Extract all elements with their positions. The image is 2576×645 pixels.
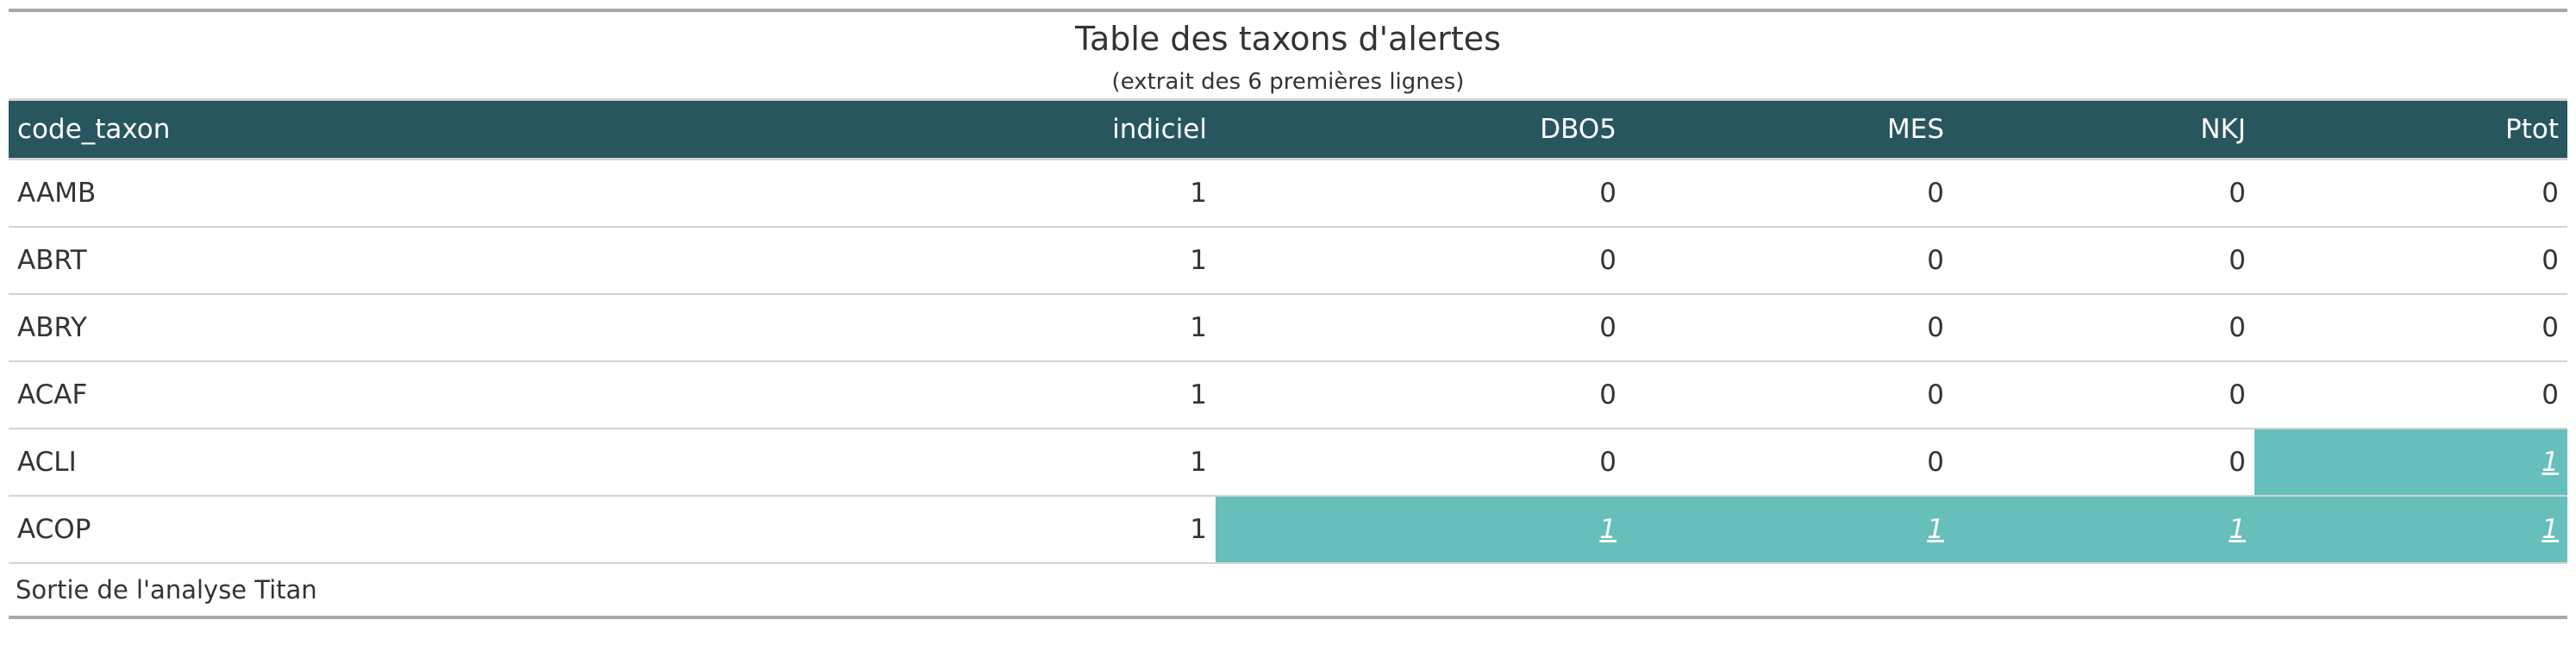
table-cell: 0 bbox=[2542, 177, 2559, 209]
source-note: Sortie de l'analyse Titan bbox=[16, 574, 317, 604]
top-rule bbox=[9, 9, 2567, 12]
alert-cell: 1 bbox=[1953, 495, 2254, 563]
table-cell: ABRY bbox=[17, 311, 87, 343]
table-container: Table des taxons d'alertes (extrait des … bbox=[9, 9, 2567, 619]
table-cell: 0 bbox=[1599, 244, 1616, 276]
alert-taxa-table: code_taxon indiciel DBO5 MES NKJ Ptot AA… bbox=[9, 98, 2567, 564]
alert-cell: 1 bbox=[1625, 495, 1953, 563]
column-header: MES bbox=[1886, 114, 1944, 145]
table-cell: 1 bbox=[1190, 379, 1207, 410]
table-cell: 1 bbox=[1190, 244, 1207, 276]
table-cell: 0 bbox=[1927, 379, 1944, 410]
table-cell: 0 bbox=[1927, 311, 1944, 343]
table-cell: 0 bbox=[2229, 244, 2246, 276]
table-cell: 1 bbox=[1190, 446, 1207, 478]
table-cell: 0 bbox=[2229, 311, 2246, 343]
table-cell: ABRT bbox=[17, 244, 87, 276]
table-cell: ACAF bbox=[17, 379, 88, 410]
column-header: NKJ bbox=[2200, 114, 2246, 145]
table-cell: 0 bbox=[1599, 379, 1616, 410]
table-cell: 0 bbox=[2229, 379, 2246, 410]
alert-cell: 1 bbox=[2254, 495, 2567, 563]
alert-cell: 1 bbox=[2254, 428, 2567, 496]
table-row: ABRT 1 0 0 0 0 bbox=[9, 227, 2567, 294]
table-cell: 0 bbox=[1599, 311, 1616, 343]
table-cell: AAMB bbox=[17, 177, 97, 209]
table-subtitle: (extrait des 6 premières lignes) bbox=[1111, 69, 1465, 95]
column-header: Ptot bbox=[2505, 114, 2559, 145]
bottom-rule bbox=[9, 615, 2567, 619]
table-cell: 0 bbox=[2229, 177, 2246, 209]
column-header: code_taxon bbox=[17, 114, 171, 145]
header-row: code_taxon indiciel DBO5 MES NKJ Ptot bbox=[9, 99, 2567, 160]
table-cell: 1 bbox=[1190, 513, 1207, 545]
table-cell: 0 bbox=[1927, 177, 1944, 209]
table-cell: 1 bbox=[1190, 177, 1207, 209]
alert-cell: 1 bbox=[1216, 495, 1625, 563]
table-row: AAMB 1 0 0 0 0 bbox=[9, 160, 2567, 227]
table-cell: 0 bbox=[1599, 446, 1616, 478]
table-cell: 0 bbox=[2542, 244, 2559, 276]
table-cell: ACOP bbox=[17, 513, 91, 545]
table-cell: 0 bbox=[2542, 311, 2559, 343]
table-cell: 0 bbox=[2229, 446, 2246, 478]
table-cell: 0 bbox=[1927, 244, 1944, 276]
table-row: ACAF 1 0 0 0 0 bbox=[9, 361, 2567, 429]
table-cell: 0 bbox=[1599, 177, 1616, 209]
table-cell: 0 bbox=[2542, 379, 2559, 410]
table-cell: 0 bbox=[1927, 446, 1944, 478]
table-cell: 1 bbox=[1190, 311, 1207, 343]
table-row: ACOP 1 1 1 1 1 bbox=[9, 495, 2567, 563]
table-title: Table des taxons d'alertes bbox=[1075, 20, 1501, 58]
column-header: DBO5 bbox=[1540, 114, 1616, 145]
table-cell: ACLI bbox=[17, 446, 77, 478]
column-header: indiciel bbox=[1112, 114, 1207, 145]
table-row: ABRY 1 0 0 0 0 bbox=[9, 294, 2567, 361]
table-row: ACLI 1 0 0 0 1 bbox=[9, 428, 2567, 496]
